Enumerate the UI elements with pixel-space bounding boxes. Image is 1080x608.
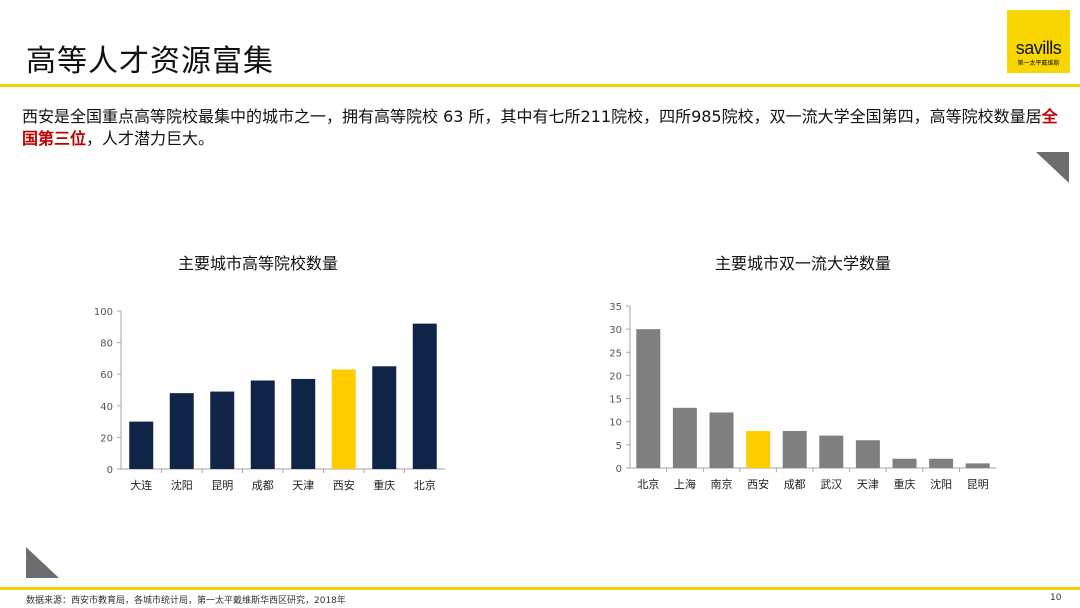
x-tick-label: 武汉 (820, 478, 842, 491)
page-number: 10 (1050, 593, 1062, 603)
y-tick-label: 20 (609, 371, 622, 382)
bar (746, 430, 771, 468)
y-tick-label: 5 (616, 441, 622, 452)
bar (892, 458, 917, 468)
x-tick-label: 北京 (637, 477, 659, 491)
bar (819, 435, 844, 468)
source-note: 数据来源：西安市教育局，各城市统计局，第一太平戴维斯华西区研究，2018年 (26, 596, 346, 606)
bar (210, 391, 235, 469)
y-tick-label: 80 (100, 339, 113, 350)
bar (250, 380, 275, 469)
bar (782, 430, 807, 468)
bar (372, 366, 397, 469)
bar (412, 323, 437, 469)
intro-highlight: 全国第三位 (22, 107, 1058, 148)
chart1-title: 主要城市高等院校数量 (178, 254, 339, 273)
y-tick-label: 25 (609, 348, 622, 359)
y-tick-label: 10 (609, 418, 622, 429)
bar (291, 378, 316, 469)
x-tick-label: 重庆 (894, 477, 916, 491)
x-tick-label: 上海 (674, 477, 696, 491)
y-tick-label: 0 (107, 465, 113, 476)
title-divider (0, 84, 1080, 87)
x-tick-label: 昆明 (211, 479, 233, 492)
x-tick-label: 沈阳 (171, 478, 193, 492)
y-tick-label: 100 (94, 307, 113, 318)
y-tick-label: 30 (609, 325, 622, 336)
chart-universities-count: 0 20 40 60 80 100 大连 沈阳 昆明 成都 天津 西安 重庆 北京 (94, 307, 445, 492)
bar (331, 369, 356, 469)
bar (929, 458, 954, 468)
intro-text-2: ，人才潜力巨大。 (86, 129, 215, 148)
x-tick-label: 西安 (333, 478, 355, 492)
x-tick-label: 重庆 (373, 478, 395, 492)
x-tick-label: 天津 (292, 479, 314, 492)
bar (129, 421, 154, 469)
savills-logo: savills 第一太平戴维斯 (1007, 10, 1070, 73)
x-tick-label: 北京 (414, 478, 436, 492)
triangle-corner-bottom-left-icon (26, 547, 59, 578)
x-tick-label: 天津 (857, 478, 879, 491)
y-tick-label: 15 (609, 395, 622, 406)
bar (855, 440, 880, 468)
logo-wordmark: savills (1015, 38, 1062, 58)
x-tick-label: 昆明 (967, 478, 989, 491)
logo-subtitle: 第一太平戴维斯 (1017, 60, 1060, 67)
x-tick-label: 西安 (747, 477, 769, 491)
x-tick-label: 南京 (711, 477, 733, 491)
intro-paragraph: 西安是全国重点高等院校最集中的城市之一，拥有高等院校 63 所，其中有七所211… (22, 106, 1062, 150)
y-tick-label: 35 (609, 302, 622, 313)
intro-text-1: 西安是全国重点高等院校最集中的城市之一，拥有高等院校 63 所，其中有七所211… (22, 107, 1042, 126)
slide-title: 高等人才资源富集 (26, 44, 274, 79)
chart-double-first-class-count: 0 5 10 15 20 25 30 35 北京 上海 南京 西安 成都 武汉 天津 重庆 沈阳 昆明 (609, 302, 996, 491)
chart2-title: 主要城市双一流大学数量 (715, 254, 892, 273)
y-tick-label: 20 (100, 433, 113, 444)
x-tick-label: 成都 (252, 479, 274, 492)
bar (169, 393, 194, 469)
bar (709, 412, 734, 468)
x-tick-label: 成都 (784, 478, 806, 491)
x-tick-label: 大连 (130, 478, 152, 492)
bar (636, 329, 661, 468)
y-tick-label: 40 (100, 402, 113, 413)
bar (965, 463, 990, 468)
triangle-corner-top-right-icon (1036, 152, 1069, 183)
x-tick-label: 沈阳 (930, 477, 952, 491)
bar (672, 407, 697, 468)
y-tick-label: 60 (100, 370, 113, 381)
y-tick-label: 0 (616, 464, 622, 475)
footer-divider (0, 587, 1080, 590)
